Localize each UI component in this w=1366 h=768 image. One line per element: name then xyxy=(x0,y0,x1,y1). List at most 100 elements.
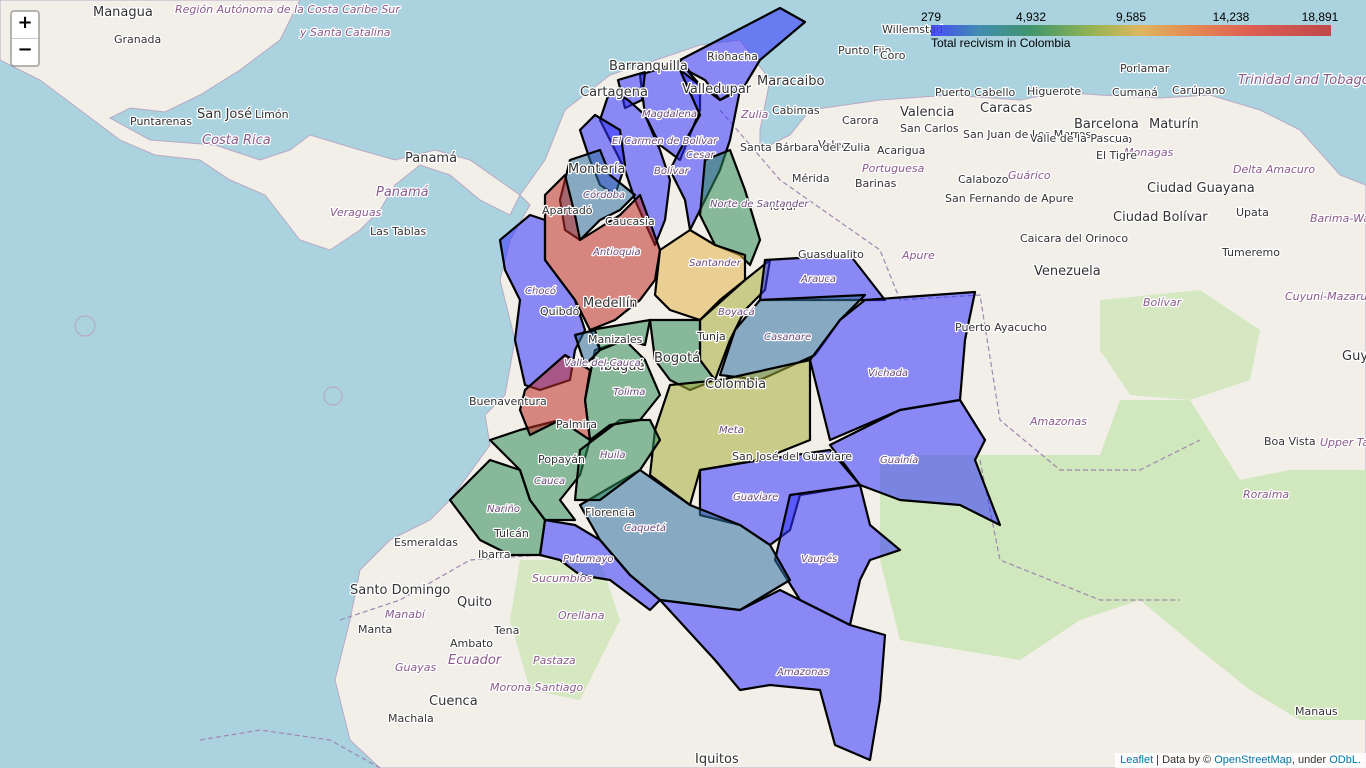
place-labels: Managua Granada Región Autónoma de la Co… xyxy=(92,2,1366,768)
place-cartagena: Cartagena xyxy=(580,85,648,100)
department-choco[interactable] xyxy=(498,213,587,392)
place-barcelona: Barcelona xyxy=(1074,117,1139,132)
dept-label-arauca: Arauca xyxy=(800,274,836,285)
place-higuerote: Higuerote xyxy=(1027,85,1081,98)
place-puntarenas: Puntarenas xyxy=(130,115,192,128)
choropleth-layer[interactable] xyxy=(448,6,1002,762)
dept-label-valle: Valle del Cauca xyxy=(564,358,641,369)
dept-label-cesar: Cesar xyxy=(686,150,715,161)
place-amazonas-ve: Amazonas xyxy=(1029,415,1087,428)
osm-link[interactable]: OpenStreetMap xyxy=(1214,754,1292,766)
place-veraguas: Veraguas xyxy=(330,206,382,219)
place-pastaza: Pastaza xyxy=(533,654,576,667)
department-risaralda[interactable] xyxy=(573,328,602,367)
place-guy: Guy xyxy=(1342,349,1366,364)
dept-label-meta: Meta xyxy=(719,425,744,436)
place-barinas: Barinas xyxy=(855,177,897,190)
place-medellin: Medellín xyxy=(583,296,638,311)
place-popayan: Popayán xyxy=(538,453,585,466)
ecuador-park xyxy=(510,560,620,700)
place-tumeremo: Tumeremo xyxy=(1221,246,1280,259)
place-sbz: Santa Bárbara del Zulia xyxy=(740,141,870,154)
country-borders xyxy=(199,109,1201,768)
place-tunja: Tunja xyxy=(696,330,726,343)
department-norte-santander[interactable] xyxy=(698,148,762,267)
place-calabozo: Calabozo xyxy=(958,173,1009,186)
dept-label-caucasia: Caucasia xyxy=(605,215,655,228)
place-puerto-ayacucho: Puerto Ayacucho xyxy=(955,321,1047,334)
department-valle[interactable] xyxy=(518,353,592,442)
license-link[interactable]: ODbL. xyxy=(1329,754,1361,766)
place-bogota: Bogotá xyxy=(654,351,700,366)
legend-tick: 4,932 xyxy=(1015,10,1047,24)
place-san-jose-cr: San José xyxy=(197,107,252,122)
place-ibague: Ibagué xyxy=(600,359,645,374)
dept-label-tolima: Tolima xyxy=(613,387,645,398)
place-guasdualito: Guasdualito xyxy=(798,248,864,261)
dept-label-san-jose-guaviare: San José del Guaviare xyxy=(732,450,852,463)
place-punto-fijo: Punto Fijo xyxy=(838,44,892,57)
place-maturin: Maturín xyxy=(1149,117,1199,132)
dept-label-choco: Chocó xyxy=(525,285,556,297)
place-valledupar: Valledupar xyxy=(682,82,752,97)
attribution: Leaflet | Data by © OpenStreetMap, under… xyxy=(1115,753,1366,768)
place-san-carlos: San Carlos xyxy=(900,122,959,135)
dept-label-narino: Nariño xyxy=(487,504,520,515)
department-guainia[interactable] xyxy=(828,398,1002,527)
place-machala: Machala xyxy=(388,712,434,725)
place-ciudad-guayana: Ciudad Guayana xyxy=(1147,181,1255,196)
department-cesar[interactable] xyxy=(668,68,742,232)
legend-tick: 14,238 xyxy=(1212,10,1250,24)
dept-label-cordoba: Córdoba xyxy=(583,189,625,201)
department-amazonas[interactable] xyxy=(658,588,887,762)
place-manizales: Manizales xyxy=(588,333,643,346)
legend-tick: 18,891 xyxy=(1301,10,1339,24)
place-guarico: Guárico xyxy=(1008,169,1051,182)
place-costa-rica: Costa Rica xyxy=(202,133,271,148)
department-la-guajira[interactable] xyxy=(678,6,807,102)
dept-label-vichada: Vichada xyxy=(868,368,908,379)
place-valle-pascua: Valle de la Pascua xyxy=(1030,132,1129,145)
attribution-under: , under xyxy=(1291,754,1330,766)
place-santo-domingo: Santo Domingo xyxy=(350,583,450,598)
place-trinidad: Trinidad and Tobago xyxy=(1238,73,1366,88)
dept-label-putumayo: Putumayo xyxy=(563,554,614,565)
dept-label-guainia: Guainía xyxy=(880,454,918,466)
place-sucumbios: Sucumbíos xyxy=(532,572,592,585)
dept-label-amazonas: Amazonas xyxy=(776,667,829,678)
place-panama: Panamá xyxy=(376,185,429,200)
place-panama-city: Panamá xyxy=(405,151,457,166)
place-upper-t: Upper Takutu-Upper Essequibo xyxy=(1320,436,1366,449)
place-merida: Mérida xyxy=(792,172,830,185)
place-carora: Carora xyxy=(842,114,879,127)
dept-label-casanare: Casanare xyxy=(764,332,811,343)
place-acarigua: Acarigua xyxy=(877,144,925,157)
place-cuenca: Cuenca xyxy=(429,694,478,709)
leaflet-link[interactable]: Leaflet xyxy=(1120,754,1154,766)
dept-label-santander: Santander xyxy=(689,258,742,269)
place-palmira: Palmira xyxy=(556,418,597,431)
place-tulcan: Tulcán xyxy=(493,527,529,540)
place-valencia: Valencia xyxy=(900,105,954,120)
department-putumayo[interactable] xyxy=(538,518,662,612)
place-ibarra: Ibarra xyxy=(478,548,511,561)
central-america-land xyxy=(0,0,521,251)
place-barima: Barima-Waini xyxy=(1310,212,1366,225)
zoom-out-button[interactable]: − xyxy=(12,38,38,65)
zoom-in-button[interactable]: + xyxy=(17,12,33,33)
island-ring xyxy=(74,315,96,337)
place-manta: Manta xyxy=(358,623,392,636)
legend-tick: 9,585 xyxy=(1115,10,1147,24)
place-portuguesa: Portuguesa xyxy=(862,162,925,175)
place-ecuador: Ecuador xyxy=(448,653,503,668)
place-roraima: Roraima xyxy=(1243,488,1289,501)
dept-label-magdalena: Magdalena xyxy=(642,109,697,120)
place-raccs: Región Autónoma de la Costa Caribe Sur xyxy=(175,3,401,16)
place-manabi: Manabí xyxy=(385,608,427,621)
place-coro: Coro xyxy=(880,49,906,62)
place-el-tigre: El Tigre xyxy=(1096,149,1137,162)
place-san-juan: San Juan de Los Morros xyxy=(963,128,1091,141)
place-caicara: Caicara del Orinoco xyxy=(1020,232,1128,245)
dept-label-huila: Huila xyxy=(600,450,626,461)
